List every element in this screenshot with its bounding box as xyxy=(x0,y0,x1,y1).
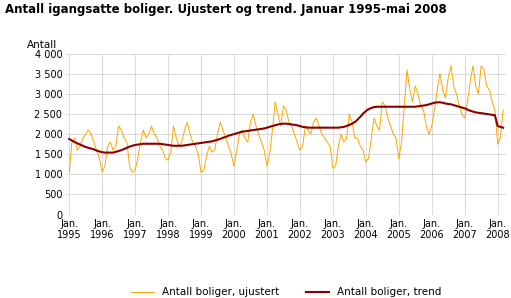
Antall boliger, trend xyxy=(190,142,196,146)
Antall boliger, trend xyxy=(209,139,215,143)
Antall boliger, trend xyxy=(346,123,353,127)
Antall boliger, ujustert xyxy=(187,132,193,136)
Antall boliger, trend xyxy=(500,126,506,129)
Antall boliger, trend xyxy=(434,100,440,104)
Antall boliger, trend xyxy=(242,130,248,133)
Legend: Antall boliger, ujustert, Antall boliger, trend: Antall boliger, ujustert, Antall boliger… xyxy=(131,287,441,297)
Antall boliger, ujustert xyxy=(206,145,213,148)
Antall boliger, ujustert xyxy=(343,136,350,140)
Antall boliger, ujustert xyxy=(448,64,454,68)
Line: Antall boliger, trend: Antall boliger, trend xyxy=(69,102,503,153)
Line: Antall boliger, ujustert: Antall boliger, ujustert xyxy=(69,66,503,172)
Antall boliger, trend xyxy=(437,100,443,104)
Antall boliger, ujustert xyxy=(239,128,245,132)
Antall boliger, trend xyxy=(102,151,108,154)
Antall boliger, trend xyxy=(66,137,72,141)
Text: Antall: Antall xyxy=(27,41,57,50)
Antall boliger, trend xyxy=(385,105,391,108)
Antall boliger, ujustert xyxy=(382,104,388,108)
Antall boliger, ujustert xyxy=(431,108,437,112)
Text: Antall igangsatte boliger. Ujustert og trend. Januar 1995-mai 2008: Antall igangsatte boliger. Ujustert og t… xyxy=(5,3,447,16)
Antall boliger, ujustert xyxy=(500,108,506,112)
Antall boliger, ujustert xyxy=(66,170,72,174)
